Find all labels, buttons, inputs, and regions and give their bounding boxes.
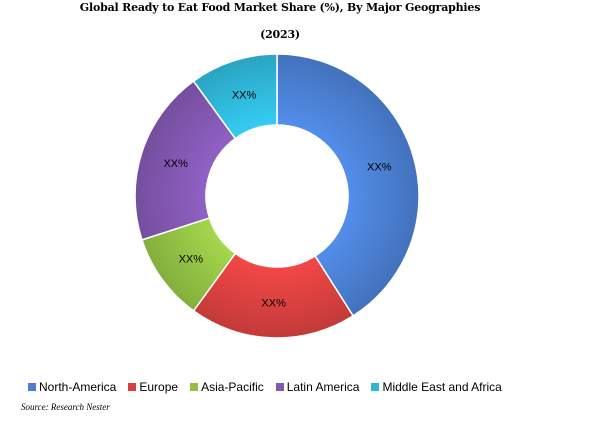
slice-europe	[192, 252, 355, 339]
legend-item-north-america: North-America	[28, 380, 116, 394]
legend-swatch	[28, 383, 36, 391]
legend-label: Asia-Pacific	[201, 380, 264, 394]
legend-label: Europe	[139, 380, 179, 394]
legend-label: Latin America	[286, 380, 360, 394]
slice-label-middle-east-and-africa: XX%	[232, 90, 257, 102]
legend-label: Middle East and Africa	[382, 380, 502, 394]
legend-swatch	[128, 383, 137, 391]
legend-item-europe: Europe	[128, 380, 178, 394]
slice-latin-america	[134, 80, 237, 241]
legend-swatch	[371, 383, 380, 391]
legend-item-latin-america: Latin America	[275, 380, 360, 394]
legend-item-asia-pacific: Asia-Pacific	[190, 380, 264, 394]
donut-labels: XX% XX% XX% XX% XX%	[163, 90, 391, 310]
slice-label-europe: XX%	[261, 297, 286, 309]
chart-title: Global Ready to Eat Food Market Share (%…	[79, 1, 481, 14]
source-note: Source: Research Nester	[21, 402, 110, 412]
legend-swatch	[190, 383, 199, 391]
slice-middle-east-and-africa	[192, 53, 278, 140]
slice-north-america	[276, 53, 420, 317]
legend: North-America Europe Asia-Pacific Latin Ame…	[28, 380, 514, 394]
donut-slices	[134, 53, 420, 339]
legend-swatch	[275, 383, 284, 391]
legend-item-middle-east-and-africa: Middle East and Africa	[371, 380, 502, 394]
chart-subtitle: (2023)	[260, 28, 300, 41]
slice-label-latin-america: XX%	[163, 158, 188, 170]
slice-label-north-america: XX%	[367, 161, 392, 173]
legend-label: North-America	[39, 380, 117, 394]
slice-label-asia-pacific: XX%	[179, 254, 204, 266]
